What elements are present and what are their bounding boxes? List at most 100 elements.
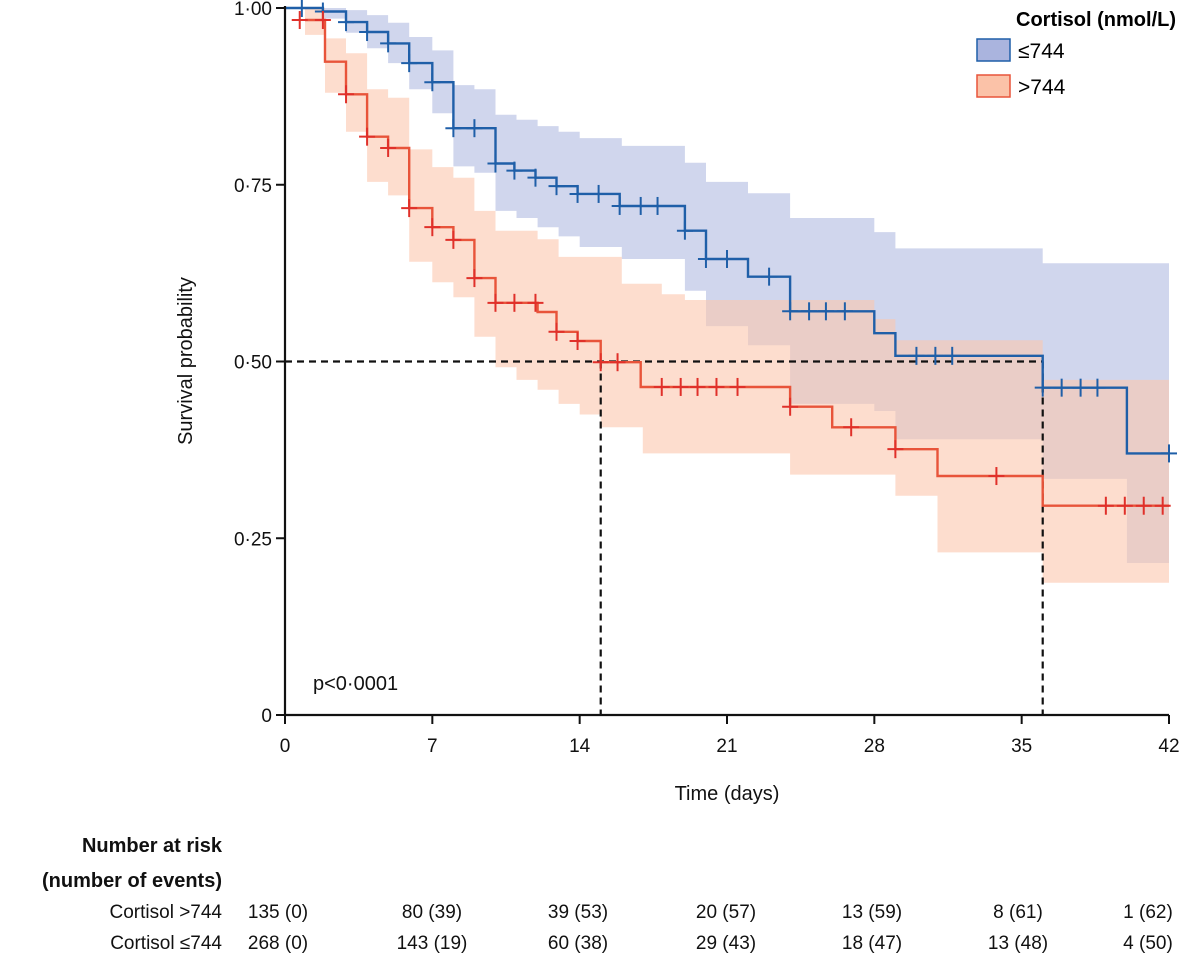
survival-curves <box>285 0 1177 515</box>
censor-mark <box>592 353 609 372</box>
censor-mark <box>761 267 778 286</box>
censor-mark <box>359 23 376 42</box>
censor-mark <box>527 293 544 312</box>
censor-mark <box>908 346 925 365</box>
censor-mark <box>590 184 607 203</box>
censor-mark <box>506 293 523 312</box>
censor-mark <box>445 230 462 249</box>
risk-table-subtitle: (number of events) <box>41 870 222 892</box>
x-tick-label: 0 <box>280 736 291 757</box>
censor-mark <box>944 346 961 365</box>
censor-mark <box>817 302 834 321</box>
censor-mark <box>1053 378 1070 397</box>
censor-mark <box>527 168 544 187</box>
risk-cell: 29 (43) <box>695 933 757 954</box>
censor-mark <box>487 293 504 312</box>
censor-mark <box>609 353 626 372</box>
risk-cell: 1 (62) <box>1123 902 1173 923</box>
median-lines <box>285 360 1044 715</box>
axes: 0 0·25 0·50 0·75 1·00 0 7 14 21 28 35 42 <box>234 0 1180 757</box>
censor-mark <box>676 221 693 240</box>
risk-cell: 135 (0) <box>247 902 309 923</box>
censor-mark <box>887 440 904 459</box>
censor-mark <box>1161 444 1177 463</box>
legend: Cortisol (nmol/L) ≤744 >744 <box>976 9 1176 99</box>
censor-mark <box>632 196 649 215</box>
censor-mark <box>487 154 504 173</box>
censor-mark <box>548 177 565 196</box>
censor-mark <box>719 249 735 268</box>
censor-mark <box>649 196 666 215</box>
x-tick-label: 28 <box>864 736 885 757</box>
y-tick-label: 0 <box>261 706 272 727</box>
y-axis-title: Survival probability <box>175 277 197 445</box>
censor-mark <box>466 269 483 288</box>
x-tick-label: 35 <box>1011 736 1032 757</box>
risk-cell: 8 (61) <box>993 902 1043 923</box>
survival-line-1 <box>305 18 1169 507</box>
censor-mark <box>380 34 397 53</box>
censor-mark <box>843 418 860 437</box>
censor-mark <box>338 13 355 32</box>
risk-cell: 143 (19) <box>396 933 468 954</box>
censor-mark <box>1154 496 1171 515</box>
legend-swatch-low <box>976 38 1011 62</box>
censor-mark <box>569 184 586 203</box>
censor-mark <box>836 302 853 321</box>
censor-mark <box>380 138 397 157</box>
y-tick-label: 0·25 <box>234 529 272 550</box>
censor-mark <box>548 322 565 341</box>
censor-mark <box>466 119 483 138</box>
risk-cell: 20 (57) <box>695 902 757 923</box>
risk-cell: 13 (48) <box>987 933 1049 954</box>
censor-mark <box>401 54 418 73</box>
ci-band-1 <box>305 8 1169 583</box>
km-chart: 0 0·25 0·50 0·75 1·00 0 7 14 21 28 35 42 p<0·0001 T… <box>175 0 1180 805</box>
x-axis-title: Time (days) <box>675 783 780 805</box>
censor-mark <box>689 377 706 396</box>
censor-mark <box>401 199 418 218</box>
y-tick-label: 0·75 <box>234 176 272 197</box>
censor-mark <box>1097 496 1114 515</box>
censor-mark <box>424 218 441 237</box>
legend-label-high: >744 <box>1018 76 1066 99</box>
censor-mark <box>293 0 310 17</box>
y-tick-label: 0·50 <box>234 353 272 374</box>
risk-cell: 13 (59) <box>841 902 903 923</box>
p-value-annotation: p<0·0001 <box>313 673 398 695</box>
censor-mark <box>672 377 689 396</box>
censor-mark <box>729 377 746 396</box>
risk-cell: 60 (38) <box>547 933 609 954</box>
censor-mark <box>1116 496 1133 515</box>
censor-mark <box>697 249 714 268</box>
risk-cell: 18 (47) <box>841 933 903 954</box>
censor-mark <box>506 161 523 180</box>
censor-mark <box>708 377 725 396</box>
censor-mark <box>445 119 462 138</box>
censor-mark <box>782 302 799 321</box>
censor-mark <box>653 377 670 396</box>
x-tick-label: 14 <box>569 736 591 757</box>
censor-mark <box>988 467 1005 486</box>
legend-title: Cortisol (nmol/L) <box>1016 9 1176 31</box>
censor-mark <box>314 11 331 30</box>
censor-mark <box>424 73 441 92</box>
x-tick-label: 42 <box>1158 736 1179 757</box>
risk-row-label: Cortisol ≤744 <box>110 933 222 954</box>
censor-mark <box>927 346 944 365</box>
censor-mark <box>569 331 586 350</box>
censor-mark <box>338 85 355 104</box>
risk-table-title: Number at risk <box>81 835 222 857</box>
censor-mark <box>1072 378 1089 397</box>
risk-cell: 80 (39) <box>401 902 463 923</box>
risk-cell: 4 (50) <box>1123 933 1173 954</box>
risk-row-label: Cortisol >744 <box>109 902 222 923</box>
x-tick-label: 7 <box>427 736 438 757</box>
legend-label-low: ≤744 <box>1018 40 1065 63</box>
confidence-bands <box>285 8 1169 583</box>
censor-mark <box>1089 378 1106 397</box>
censor-mark <box>611 196 628 215</box>
risk-cell: 39 (53) <box>547 902 609 923</box>
censor-mark <box>359 127 376 146</box>
censor-mark <box>1135 496 1152 515</box>
